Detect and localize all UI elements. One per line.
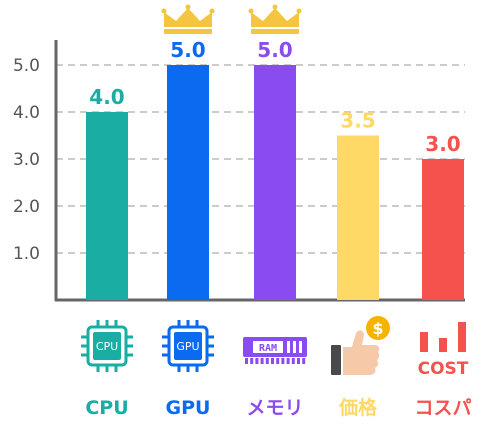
value-label: 5.0 [170, 38, 205, 62]
bar [422, 159, 464, 300]
thumbs-up-coin-icon: $ [331, 316, 390, 375]
crown-icon [161, 4, 215, 34]
svg-text:COST: COST [418, 359, 469, 379]
category-label: 価格 [338, 396, 378, 419]
cpu-chip-icon: CPU [81, 320, 133, 372]
bar [86, 112, 128, 300]
value-label: 4.0 [89, 85, 124, 109]
svg-text:RAM: RAM [259, 343, 277, 354]
svg-text:GPU: GPU [176, 340, 199, 353]
y-tick-label: 4.0 [13, 103, 40, 123]
y-tick-label: 5.0 [13, 56, 40, 76]
crown-icon [248, 4, 302, 34]
bar [254, 65, 296, 300]
category-icons: CPU GPU RAM $ COST [81, 316, 469, 379]
ram-module-icon: RAM [243, 337, 307, 364]
gpu-chip-icon: GPU [162, 320, 214, 372]
y-tick-label: 3.0 [13, 150, 40, 170]
category-label: CPU [85, 397, 128, 419]
value-label: 3.5 [340, 109, 375, 133]
bar [337, 135, 379, 300]
bars [86, 65, 464, 300]
cost-bars-icon: COST [418, 322, 469, 379]
category-label: メモリ [246, 397, 303, 419]
value-labels: 4.0 5.0 5.0 3.5 3.0 [89, 38, 460, 156]
y-tick-labels: 1.0 2.0 3.0 4.0 5.0 [13, 56, 40, 264]
category-label: GPU [166, 397, 211, 419]
value-label: 5.0 [257, 38, 292, 62]
category-label: コスパ [414, 397, 471, 419]
crowns [161, 4, 302, 34]
y-tick-label: 2.0 [13, 197, 40, 217]
svg-text:$: $ [372, 319, 383, 338]
bar [167, 65, 209, 300]
svg-text:CPU: CPU [96, 340, 118, 353]
value-label: 3.0 [425, 132, 460, 156]
category-labels: CPU GPU メモリ 価格 コスパ [85, 396, 471, 419]
y-tick-label: 1.0 [13, 244, 40, 264]
